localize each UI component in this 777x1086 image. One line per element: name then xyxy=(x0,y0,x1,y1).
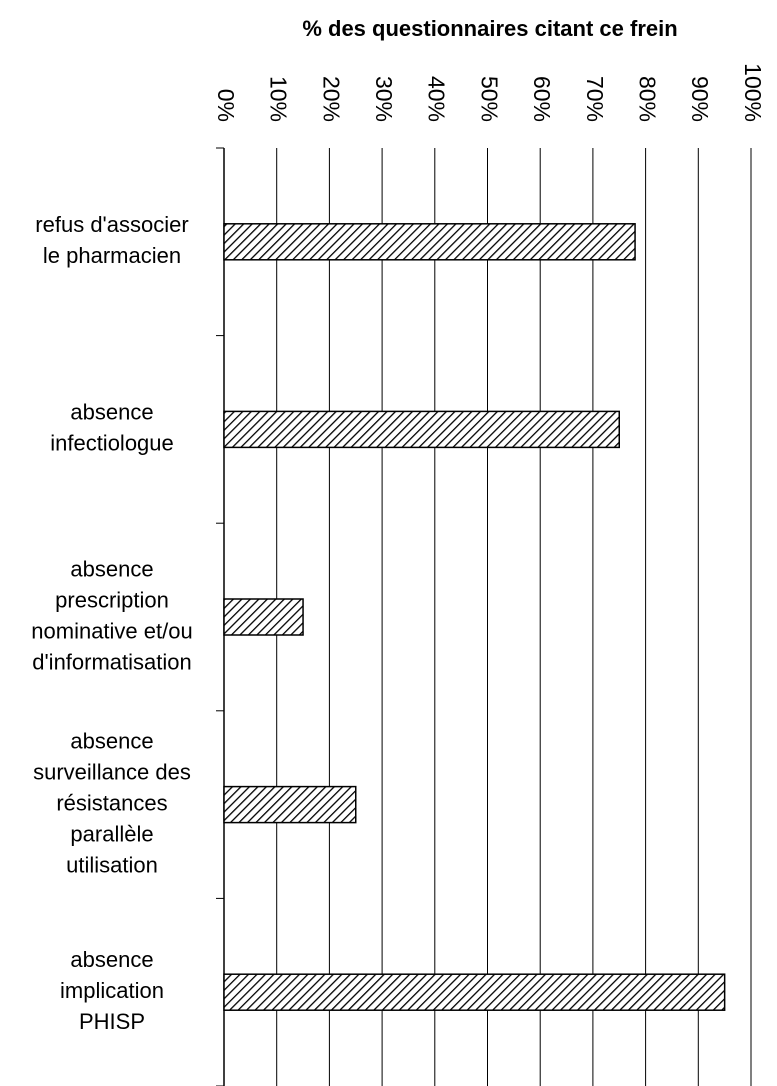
y-tick-label: prescription xyxy=(55,587,169,612)
y-tick-label: utilisation xyxy=(66,852,158,877)
y-tick-label: surveillance des xyxy=(33,759,191,784)
bar xyxy=(223,223,636,261)
x-tick-label: 100% xyxy=(740,63,766,122)
x-tick-label: 70% xyxy=(582,76,608,122)
bar xyxy=(223,973,726,1011)
bar xyxy=(223,598,304,636)
x-tick-label: 60% xyxy=(529,76,555,122)
bar xyxy=(223,410,620,449)
x-tick-label: 20% xyxy=(318,76,344,122)
x-tick-label: 50% xyxy=(476,76,502,122)
y-tick-label: implication xyxy=(60,978,164,1003)
x-tick-label: 0% xyxy=(213,89,239,122)
y-tick-label: refus d'associer xyxy=(35,212,188,237)
x-tick-label: 40% xyxy=(424,76,450,122)
y-tick-label: d'informatisation xyxy=(32,649,192,674)
bar xyxy=(223,785,357,824)
x-tick-label: 80% xyxy=(635,76,661,122)
y-tick-label: absence xyxy=(70,728,153,753)
x-tick-label: 90% xyxy=(687,76,713,122)
y-tick-label: parallèle xyxy=(70,821,153,846)
y-tick-label: le pharmacien xyxy=(43,243,181,268)
x-tick-label: 10% xyxy=(266,76,292,122)
chart-title: % des questionnaires citant ce frein xyxy=(302,16,677,41)
y-tick-label: infectiologue xyxy=(50,431,174,456)
y-tick-label: PHISP xyxy=(79,1009,145,1034)
y-tick-label: résistances xyxy=(56,790,167,815)
x-tick-label: 30% xyxy=(371,76,397,122)
y-tick-label: nominative et/ou xyxy=(31,618,192,643)
y-tick-label: absence xyxy=(70,947,153,972)
y-tick-label: absence xyxy=(70,556,153,581)
y-tick-label: absence xyxy=(70,400,153,425)
